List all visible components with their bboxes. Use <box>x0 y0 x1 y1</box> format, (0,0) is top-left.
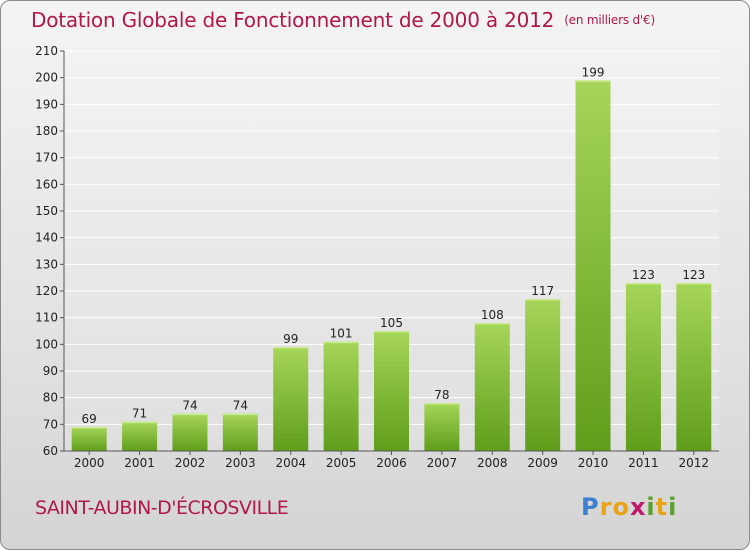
bar <box>71 427 107 451</box>
data-label: 117 <box>531 284 554 298</box>
bar-highlight <box>222 413 258 416</box>
bar-highlight <box>474 323 510 325</box>
y-tick-label: 90 <box>43 364 58 378</box>
data-label: 101 <box>330 327 353 341</box>
y-tick-label: 200 <box>35 71 58 85</box>
y-tick-label: 80 <box>43 391 58 405</box>
data-label: 105 <box>380 316 403 330</box>
y-tick-label: 190 <box>35 97 58 111</box>
bar <box>122 421 158 451</box>
y-tick-label: 120 <box>35 284 58 298</box>
chart-subtitle: (en milliers d'€) <box>564 13 655 27</box>
data-label: 123 <box>682 268 705 282</box>
x-tick-label: 2010 <box>578 456 609 470</box>
logo-letter: t <box>655 493 669 521</box>
data-label: 108 <box>481 308 504 322</box>
title-text: Dotation Globale de Fonctionnement de 20… <box>31 8 555 32</box>
x-tick-label: 2003 <box>225 456 256 470</box>
y-tick-label: 110 <box>35 311 58 325</box>
y-tick-label: 160 <box>35 177 58 191</box>
bar <box>222 413 258 451</box>
bar <box>474 323 510 451</box>
x-tick-label: 2007 <box>427 456 458 470</box>
bar-highlight <box>172 413 208 416</box>
bar <box>374 331 409 451</box>
x-tick-label: 2008 <box>477 456 508 470</box>
x-tick-label: 2009 <box>527 456 558 470</box>
bar-highlight <box>676 283 712 285</box>
bar <box>273 347 309 451</box>
bar-highlight <box>525 299 561 301</box>
data-label: 199 <box>582 65 605 79</box>
bar <box>625 283 661 451</box>
bar-highlight <box>71 427 107 429</box>
bar-highlight <box>273 347 309 349</box>
y-tick-label: 170 <box>35 151 58 165</box>
y-tick-label: 130 <box>35 257 58 271</box>
x-tick-label: 2012 <box>679 456 710 470</box>
y-tick-label: 70 <box>43 417 58 431</box>
x-tick-label: 2011 <box>628 456 659 470</box>
data-label: 69 <box>82 412 97 426</box>
data-label: 71 <box>132 407 147 421</box>
x-tick-label: 2002 <box>175 456 206 470</box>
logo-letter: x <box>629 493 647 521</box>
chart-title: Dotation Globale de Fonctionnement de 20… <box>31 8 655 32</box>
logo-letter: i <box>646 493 656 521</box>
bar-highlight <box>374 331 409 333</box>
bar <box>676 283 712 451</box>
data-label: 74 <box>182 399 197 413</box>
x-tick-label: 2006 <box>376 456 407 470</box>
data-label: 78 <box>434 388 449 402</box>
bar-highlight <box>122 421 158 424</box>
y-tick-label: 150 <box>35 204 58 218</box>
logo-letter: o <box>612 493 630 521</box>
proxiti-logo: Proxiti <box>581 493 677 521</box>
data-label: 99 <box>283 332 298 346</box>
x-tick-label: 2001 <box>124 456 155 470</box>
data-label: 74 <box>233 399 248 413</box>
logo-letter: P <box>581 493 600 521</box>
bar <box>575 80 611 451</box>
bar <box>424 403 460 451</box>
data-label: 123 <box>632 268 655 282</box>
y-tick-label: 140 <box>35 231 58 245</box>
y-tick-label: 180 <box>35 124 58 138</box>
y-tick-label: 100 <box>35 337 58 351</box>
x-tick-label: 2000 <box>74 456 105 470</box>
bar-highlight <box>575 80 611 82</box>
commune-name: SAINT-AUBIN-D'ÉCROSVILLE <box>35 497 289 519</box>
bar-highlight <box>323 341 359 344</box>
x-tick-label: 2005 <box>326 456 357 470</box>
bar <box>525 299 561 451</box>
bar-highlight <box>625 283 661 285</box>
logo-letter: i <box>668 493 678 521</box>
bar <box>323 341 359 451</box>
y-tick-label: 60 <box>43 444 58 458</box>
bar-highlight <box>424 403 460 405</box>
y-tick-label: 210 <box>35 44 58 58</box>
bar <box>172 413 208 451</box>
x-tick-label: 2004 <box>275 456 306 470</box>
logo-letter: r <box>599 493 613 521</box>
